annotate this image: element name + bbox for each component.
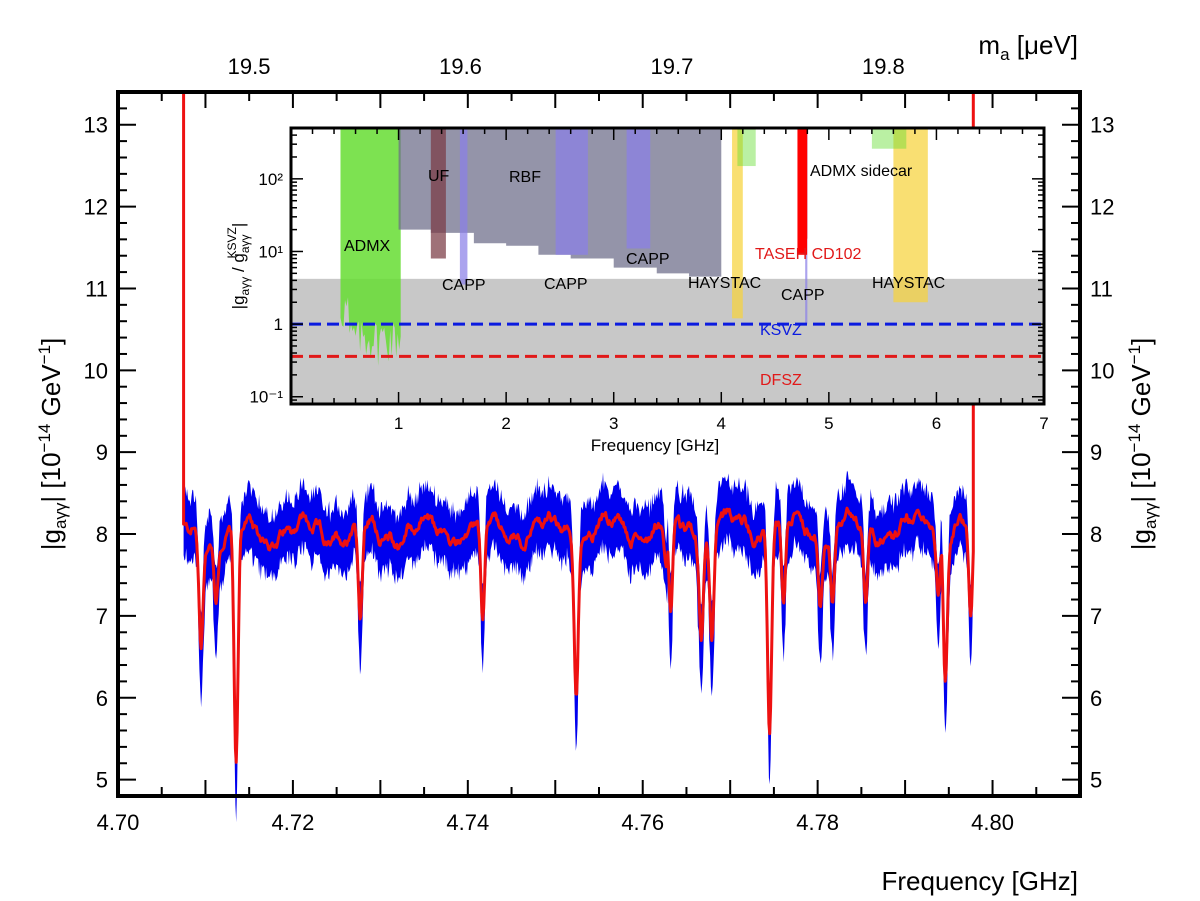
main-x-tick-label: 4.76 (621, 810, 664, 835)
main-x-tick-label: 4.72 (271, 810, 314, 835)
main-y-tick-label: 9 (96, 440, 108, 465)
main-y-tick-label-right: 8 (1090, 522, 1102, 547)
main-y-tick-label: 7 (96, 604, 108, 629)
main-x-axis-title: Frequency [GHz] (881, 866, 1078, 896)
main-top-x-tick-label: 19.6 (439, 54, 482, 79)
inset-plot-frame (289, 126, 1046, 406)
main-y-tick-label: 13 (84, 113, 108, 138)
main-tick-marks (117, 92, 1081, 796)
region-label-rbf: RBF (509, 169, 541, 186)
line-label-dfsz: DFSZ (760, 372, 802, 389)
inset-plot: 1 2 3 4 5 6 7 10⁻¹ 1 10¹ 10² ADMX UF RBF CAPP CAPP… (225, 126, 1049, 455)
inset-x-tick-label: 4 (717, 414, 726, 433)
main-y-tick-label: 12 (84, 195, 108, 220)
inset-x-tick-label: 2 (501, 414, 510, 433)
inset-x-tick-label: 7 (1039, 414, 1048, 433)
region-capp (555, 128, 588, 255)
inset-x-axis-title: Frequency [GHz] (591, 436, 720, 455)
main-top-x-tick-label: 19.7 (651, 54, 694, 79)
main-y-axis-title-left: |gaγγ| [10−14 GeV−1] (35, 338, 70, 551)
region-label-capp-1: CAPP (442, 277, 486, 294)
inset-y-tick-label: 10¹ (258, 242, 283, 261)
main-data-marks (182, 91, 975, 823)
region-capp (626, 128, 651, 249)
main-y-tick-label: 8 (96, 522, 108, 547)
inset-x-tick-label: 3 (609, 414, 618, 433)
model-band (291, 278, 1044, 404)
main-y-tick-label-right: 7 (1090, 604, 1102, 629)
region-label-haystac-1: HAYSTAC (688, 275, 761, 292)
main-tick-labels: 4.70 4.72 4.74 4.76 4.78 4.80 19.5 19.6 19.7 19.8… (84, 54, 1115, 835)
main-y-tick-label-right: 11 (1090, 276, 1113, 301)
region-label-uf: UF (428, 168, 450, 185)
inset-data-marks (291, 128, 1044, 404)
inset-x-tick-label: 1 (394, 414, 403, 433)
main-y-tick-label: 10 (84, 358, 108, 383)
region-admx (737, 128, 756, 167)
inset-tick-labels: 1 2 3 4 5 6 7 10⁻¹ 1 10¹ 10² (249, 170, 1048, 433)
region-admx (340, 128, 401, 366)
inset-y-tick-label: 10² (258, 170, 283, 189)
region-label-capp-4: CAPP (781, 287, 825, 304)
region-label-taseh-cd102: TASEH CD102 (755, 246, 862, 263)
main-x-tick-label: 4.70 (97, 810, 140, 835)
main-y-tick-label-right: 5 (1090, 768, 1102, 793)
inset-x-tick-label: 6 (932, 414, 941, 433)
main-x-tick-label: 4.74 (446, 810, 489, 835)
main-top-axis-title: ma [μeV] (978, 30, 1078, 64)
main-plot: 4.70 4.72 4.74 4.76 4.78 4.80 19.5 19.6 19.7 19.8… (35, 30, 1160, 896)
main-x-tick-label: 4.80 (971, 810, 1014, 835)
inset-x-tick-label: 5 (824, 414, 833, 433)
main-y-tick-label-right: 9 (1090, 440, 1102, 465)
region-admx (871, 128, 907, 149)
region-uf (430, 128, 446, 259)
main-y-tick-label: 11 (85, 276, 108, 301)
inset-y-tick-label: 1 (274, 315, 283, 334)
main-y-axis-title-right: |gaγγ| [10−14 GeV−1] (1125, 338, 1160, 551)
main-y-tick-label-right: 6 (1090, 686, 1102, 711)
region-taseh-cd102 (797, 128, 808, 255)
region-haystac (732, 128, 743, 319)
line-label-ksvz: KSVZ (760, 322, 802, 339)
region-capp (459, 128, 468, 285)
main-top-x-tick-label: 19.5 (228, 54, 271, 79)
inset-y-tick-label: 10⁻¹ (249, 388, 283, 407)
main-y-tick-label-right: 10 (1090, 358, 1114, 383)
main-y-tick-label: 6 (96, 686, 108, 711)
region-label-haystac-2: HAYSTAC (872, 275, 945, 292)
region-label-capp-2: CAPP (544, 276, 588, 293)
region-label-admx: ADMX (344, 238, 391, 255)
region-haystac (893, 128, 928, 303)
limit-line (182, 91, 975, 764)
main-x-tick-label: 4.78 (796, 810, 839, 835)
main-y-tick-label-right: 12 (1090, 195, 1114, 220)
inset-y-axis-title: |gaγγ / gaγγKSVZ| (225, 223, 252, 310)
main-y-tick-label-right: 13 (1090, 113, 1114, 138)
main-top-x-tick-label: 19.8 (862, 54, 905, 79)
inset-tick-marks (290, 127, 1045, 405)
region-label-admx-sidecar: ADMX sidecar (810, 163, 913, 180)
main-y-tick-label: 5 (96, 768, 108, 793)
region-label-capp-3: CAPP (626, 251, 670, 268)
